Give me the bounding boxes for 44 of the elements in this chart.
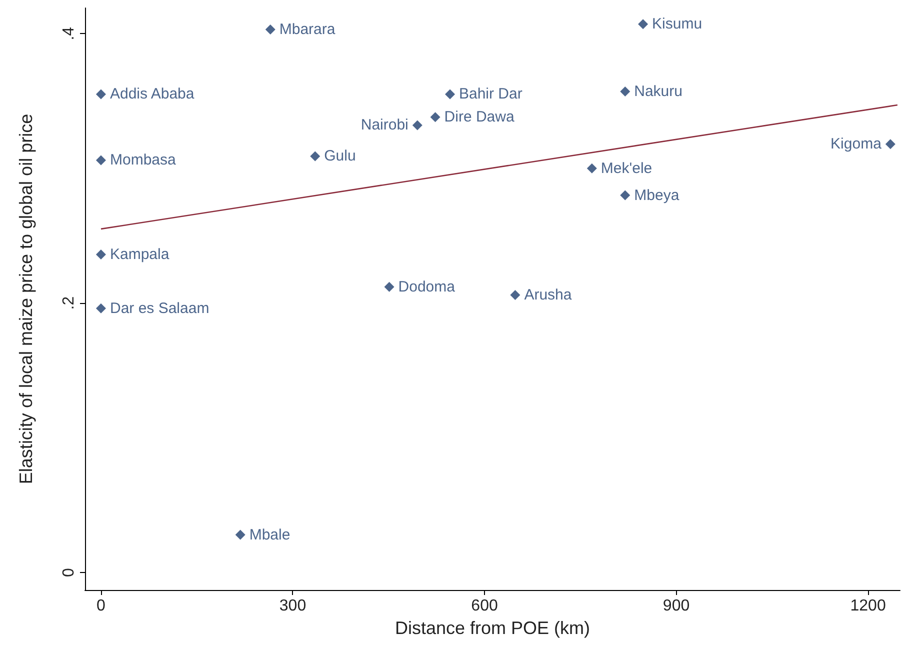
point (96, 155, 106, 166)
annotation: Mbale (249, 526, 290, 544)
y-tick-label: 0 (60, 568, 78, 577)
annotation: Gulu (324, 148, 356, 165)
x-axis-title: Distance from POE (km) (394, 618, 590, 638)
point (620, 190, 630, 200)
y-tick-label: .4 (60, 26, 78, 40)
point (265, 24, 276, 35)
point (885, 139, 896, 150)
annotation: Bahir Dar (458, 86, 522, 103)
annotation: Addis Ababa (110, 86, 195, 103)
x-tick-label: 900 (662, 598, 690, 614)
annotation: Nakuru (634, 83, 682, 100)
point (96, 89, 106, 100)
point (96, 303, 106, 314)
annotation: Mbarara (279, 21, 336, 38)
x-tick-label: 600 (471, 598, 498, 614)
annotation: Kampala (110, 246, 170, 264)
annotation: Dodoma (398, 278, 456, 296)
annotation: Dar es Salaam (110, 300, 210, 317)
point (310, 151, 320, 162)
x-tick-label: 0 (96, 598, 106, 614)
point (384, 282, 394, 292)
point (412, 120, 422, 130)
annotation: Dire Dawa (444, 108, 515, 126)
y-axis-title: Elasticity of local maize price to global oil price (16, 114, 36, 484)
point (638, 19, 648, 30)
point (96, 250, 106, 260)
x-tick-label: 300 (279, 598, 306, 614)
annotation: Mombasa (110, 152, 176, 169)
y-tick-label: .2 (60, 296, 78, 310)
point (510, 290, 520, 300)
annotation: Kisumu (652, 16, 702, 33)
annotation: Mek'ele (600, 160, 652, 177)
annotation: Nairobi (360, 116, 408, 134)
x-tick-label: 1200 (850, 598, 886, 614)
point (586, 163, 597, 174)
point (235, 530, 246, 540)
annotation: Kigoma (830, 136, 882, 153)
point (444, 89, 455, 100)
annotation: Arusha (524, 286, 572, 304)
point (430, 112, 440, 122)
point (620, 86, 630, 97)
annotation: Mbeya (634, 186, 680, 204)
